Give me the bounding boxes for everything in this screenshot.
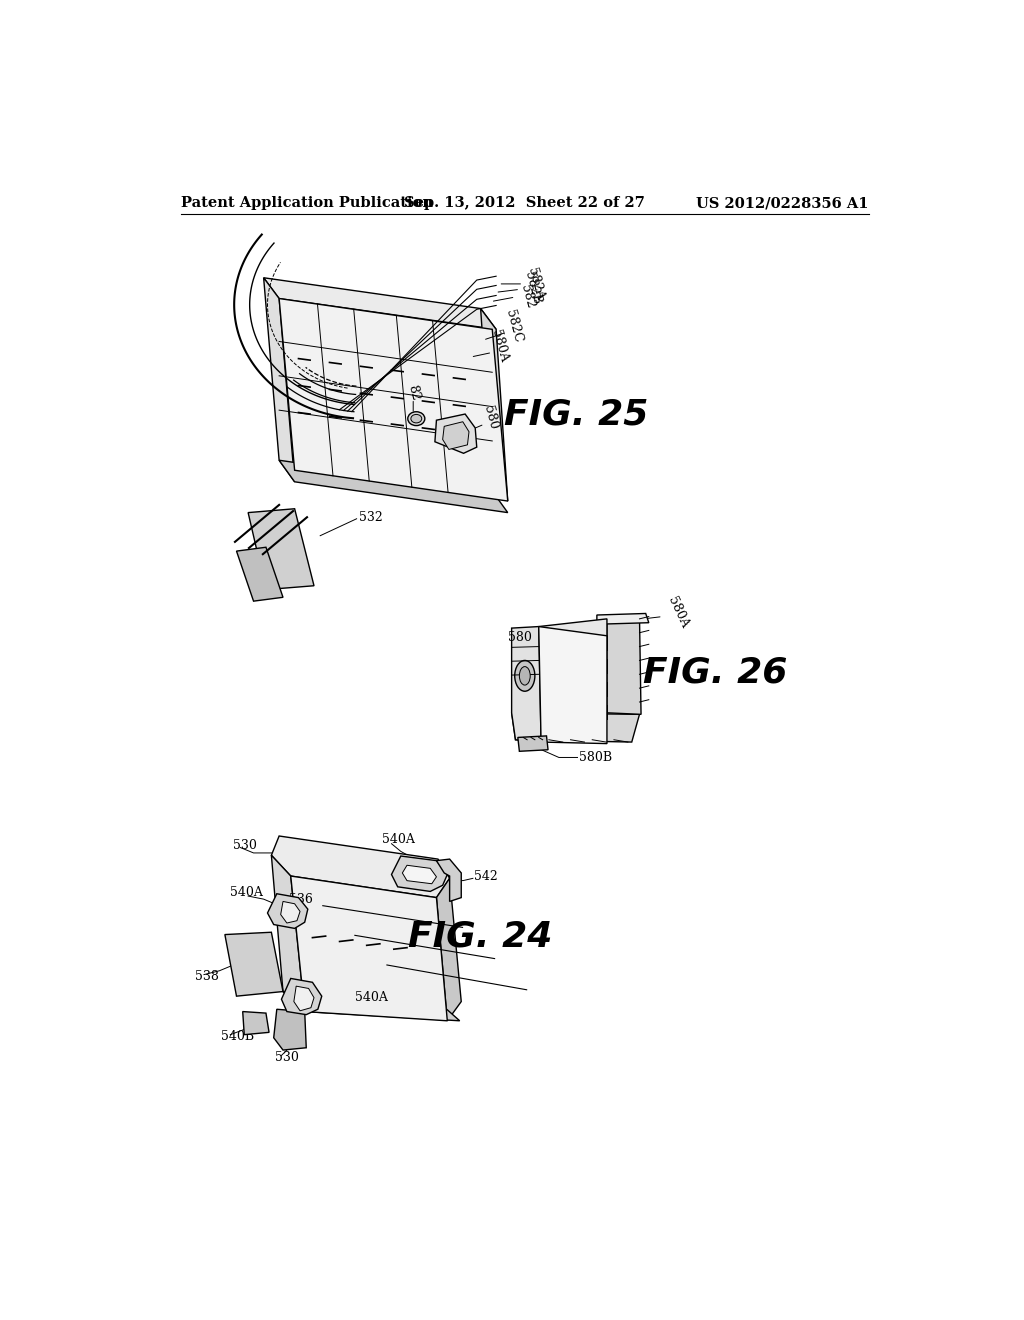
Text: US 2012/0228356 A1: US 2012/0228356 A1 bbox=[696, 197, 869, 210]
Polygon shape bbox=[480, 309, 508, 502]
Polygon shape bbox=[282, 978, 322, 1015]
Ellipse shape bbox=[411, 414, 422, 422]
Polygon shape bbox=[263, 277, 496, 330]
Polygon shape bbox=[281, 902, 300, 923]
Text: 542: 542 bbox=[474, 870, 498, 883]
Polygon shape bbox=[243, 1011, 269, 1035]
Polygon shape bbox=[267, 894, 308, 928]
Polygon shape bbox=[291, 876, 447, 1020]
Text: 580A: 580A bbox=[665, 595, 691, 631]
Polygon shape bbox=[280, 298, 508, 502]
Text: 530: 530 bbox=[232, 838, 256, 851]
Polygon shape bbox=[436, 878, 461, 1020]
Polygon shape bbox=[402, 866, 436, 884]
Polygon shape bbox=[435, 414, 477, 453]
Text: 530: 530 bbox=[275, 1051, 299, 1064]
Polygon shape bbox=[280, 461, 508, 512]
Text: FIG. 25: FIG. 25 bbox=[504, 397, 648, 432]
Polygon shape bbox=[518, 737, 548, 751]
Polygon shape bbox=[539, 627, 607, 743]
Text: 540A: 540A bbox=[382, 833, 415, 846]
Text: 582B: 582B bbox=[522, 271, 544, 306]
Text: 582: 582 bbox=[518, 282, 537, 309]
Polygon shape bbox=[436, 859, 461, 902]
Polygon shape bbox=[283, 991, 460, 1020]
Polygon shape bbox=[539, 619, 607, 642]
Ellipse shape bbox=[515, 660, 535, 692]
Text: 538: 538 bbox=[195, 970, 218, 982]
Polygon shape bbox=[237, 548, 283, 601]
Text: 580: 580 bbox=[508, 631, 531, 644]
Polygon shape bbox=[512, 627, 541, 742]
Ellipse shape bbox=[519, 667, 530, 685]
Text: 580B: 580B bbox=[579, 751, 612, 764]
Text: Sep. 13, 2012  Sheet 22 of 27: Sep. 13, 2012 Sheet 22 of 27 bbox=[404, 197, 645, 210]
Text: 536: 536 bbox=[289, 894, 313, 907]
Polygon shape bbox=[271, 855, 305, 1011]
Polygon shape bbox=[248, 508, 314, 590]
Polygon shape bbox=[597, 614, 649, 624]
Text: 580: 580 bbox=[481, 405, 500, 432]
Polygon shape bbox=[273, 1010, 306, 1051]
Polygon shape bbox=[391, 855, 447, 891]
Polygon shape bbox=[263, 277, 295, 482]
Polygon shape bbox=[512, 713, 640, 742]
Text: 82: 82 bbox=[406, 384, 422, 403]
Text: FIG. 24: FIG. 24 bbox=[409, 919, 553, 953]
Text: 540A: 540A bbox=[355, 991, 388, 1005]
Polygon shape bbox=[271, 836, 450, 898]
Text: 582C: 582C bbox=[503, 309, 524, 345]
Polygon shape bbox=[442, 422, 469, 449]
Text: 540A: 540A bbox=[230, 887, 263, 899]
Text: 580A: 580A bbox=[489, 329, 510, 364]
Polygon shape bbox=[607, 618, 641, 714]
Ellipse shape bbox=[408, 412, 425, 425]
Text: 540B: 540B bbox=[221, 1030, 254, 1043]
Text: 582A: 582A bbox=[525, 267, 547, 301]
Text: FIG. 26: FIG. 26 bbox=[643, 656, 787, 690]
Polygon shape bbox=[294, 986, 314, 1011]
Text: Patent Application Publication: Patent Application Publication bbox=[180, 197, 433, 210]
Text: 532: 532 bbox=[359, 511, 383, 524]
Polygon shape bbox=[225, 932, 283, 997]
